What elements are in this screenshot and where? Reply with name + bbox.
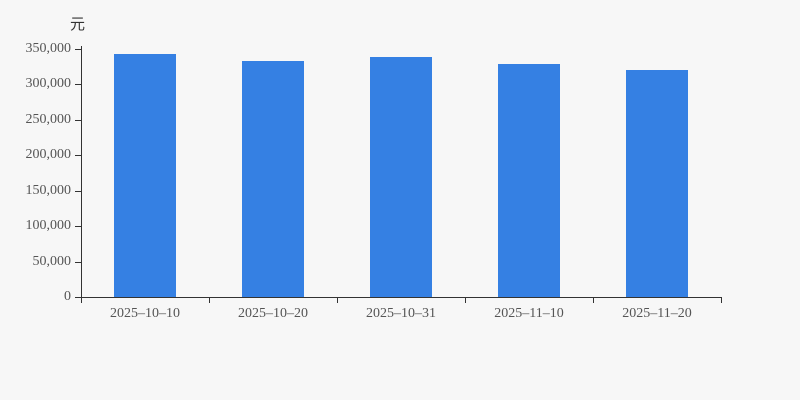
bar[interactable] — [114, 53, 176, 297]
y-axis-tick-label-wrap: 0 — [0, 290, 71, 304]
x-axis-tick-mark — [209, 297, 210, 303]
y-axis-tick-label: 200,000 — [25, 147, 72, 163]
y-axis-tick-mark — [75, 155, 81, 157]
y-axis-tick-label: 250,000 — [25, 111, 72, 127]
x-axis-tick-mark — [81, 297, 82, 303]
y-axis-tick-label-wrap: 350,000 — [0, 41, 72, 56]
y-axis-line — [81, 46, 82, 298]
bar[interactable] — [370, 56, 432, 297]
bar[interactable] — [498, 63, 560, 297]
x-axis-tick-label: 2025–10–20 — [238, 306, 308, 321]
y-axis-unit-label: 元 — [70, 15, 86, 33]
y-axis-tick-label-wrap: 100,000 — [0, 218, 72, 234]
bar[interactable] — [242, 61, 304, 297]
y-axis-tick-label-wrap: 300,000 — [0, 76, 72, 92]
y-axis-tick-mark — [75, 226, 81, 228]
y-axis-tick-label: 150,000 — [25, 182, 72, 198]
y-axis-tick-mark — [75, 190, 81, 192]
y-axis-tick-label-wrap: 50,000 — [0, 253, 72, 269]
y-axis-tick-label-wrap: 150,000 — [0, 182, 72, 198]
y-axis-tick-label: 350,000 — [25, 41, 72, 56]
x-axis-tick-mark — [465, 297, 466, 303]
y-axis-tick-mark — [75, 297, 81, 298]
x-axis-tick-label: 2025–10–10 — [110, 306, 180, 321]
y-axis-tick-mark — [75, 261, 81, 263]
y-axis-tick-label: 300,000 — [25, 76, 72, 92]
x-axis-tick-label: 2025–11–10 — [494, 306, 564, 321]
y-axis-tick-mark — [75, 49, 81, 50]
bar[interactable] — [626, 70, 688, 297]
x-axis-tick-mark — [593, 297, 594, 303]
x-axis-tick-mark — [337, 297, 338, 303]
y-axis-tick-label: 50,000 — [32, 253, 72, 269]
x-axis-tick-label: 2025–11–20 — [622, 306, 692, 321]
y-axis-tick-label: 100,000 — [25, 218, 72, 234]
y-axis-tick-label: 0 — [64, 289, 71, 304]
y-axis-tick-mark — [75, 84, 81, 86]
y-axis-tick-label-wrap: 200,000 — [0, 147, 72, 163]
x-axis-tick-mark — [721, 297, 722, 303]
x-axis-tick-label: 2025–10–31 — [366, 306, 436, 321]
y-axis-tick-mark — [75, 119, 81, 121]
x-axis-line — [81, 297, 722, 298]
y-axis-tick-label-wrap: 250,000 — [0, 111, 72, 127]
